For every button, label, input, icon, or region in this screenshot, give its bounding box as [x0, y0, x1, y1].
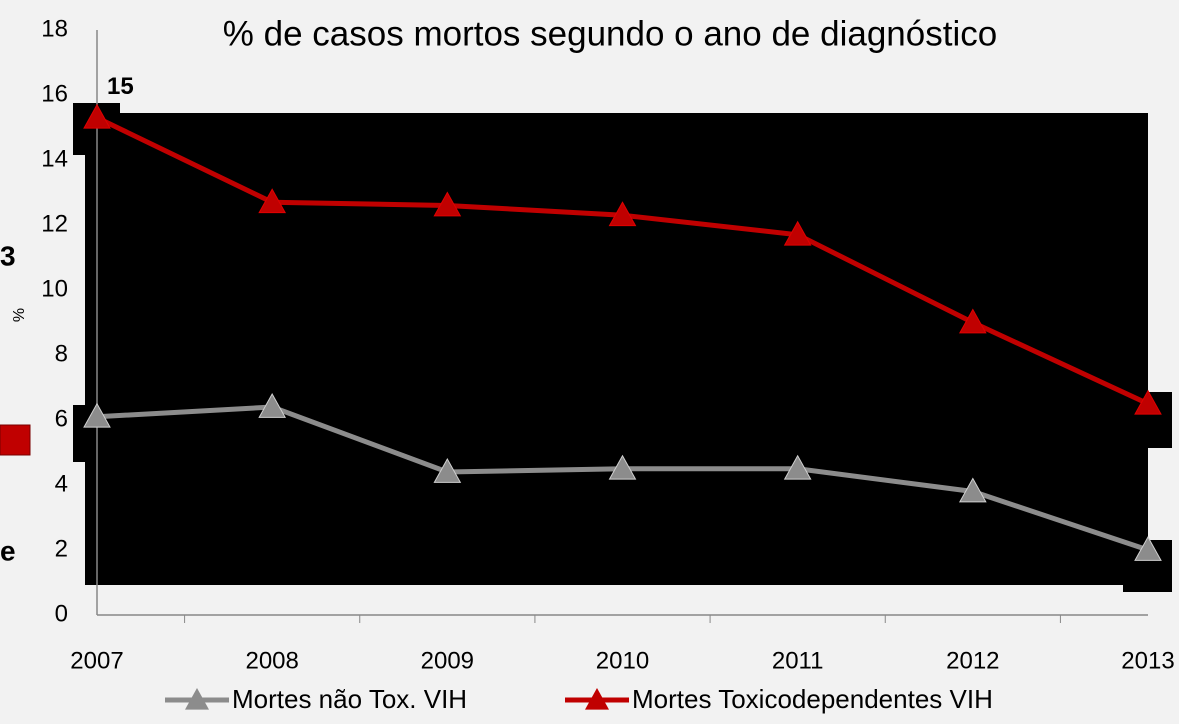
y-tick-label: 18 [41, 15, 68, 42]
marker [1134, 389, 1162, 415]
chart-title: % de casos mortos segundo o ano de diagn… [223, 14, 997, 53]
x-tick-label: 2013 [1121, 647, 1174, 674]
marker [958, 308, 987, 334]
marker [783, 454, 812, 480]
legend-fragment [0, 424, 31, 456]
marker [608, 201, 637, 227]
y-tick-label: 10 [41, 275, 68, 302]
redaction [85, 113, 1148, 585]
marker [83, 402, 111, 428]
marker [433, 191, 462, 217]
y-tick-label: 4 [55, 470, 68, 497]
y-tick-label: 6 [55, 405, 68, 432]
legend-marker [185, 688, 209, 710]
legend-label: Mortes não Tox. VIH [232, 684, 467, 714]
marker [433, 457, 462, 483]
marker [608, 454, 637, 480]
marker [783, 220, 812, 246]
data-label: 2 [1125, 505, 1138, 532]
y-axis-label: % [11, 308, 28, 322]
y-tick-label: 2 [55, 535, 68, 562]
y-tick-label: 14 [41, 145, 68, 172]
x-tick-label: 2009 [421, 647, 474, 674]
legend-marker [585, 688, 609, 710]
x-tick-label: 2012 [946, 647, 999, 674]
marker [258, 392, 287, 418]
y-tick-label: 12 [41, 210, 68, 237]
marker [1134, 535, 1162, 561]
x-tick-label: 2008 [245, 647, 298, 674]
marker [83, 103, 111, 129]
x-tick-label: 2007 [70, 647, 123, 674]
x-tick-label: 2010 [596, 647, 649, 674]
y-tick-label: 16 [41, 80, 68, 107]
y-tick-label: 8 [55, 340, 68, 367]
annotation: 3 [0, 240, 16, 271]
data-label: 15 [107, 73, 134, 100]
legend-label: Mortes Toxicodependentes VIH [632, 684, 993, 714]
x-tick-label: 2011 [772, 647, 824, 674]
marker [258, 188, 287, 214]
marker [958, 477, 987, 503]
annotation: e [0, 535, 16, 566]
y-tick-label: 0 [55, 600, 68, 627]
